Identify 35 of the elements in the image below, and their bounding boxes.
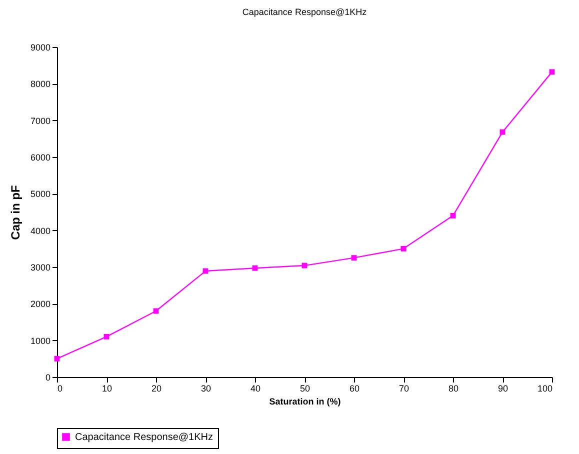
legend-label: Capacitance Response@1KHz	[75, 432, 214, 443]
point	[400, 246, 406, 252]
y-tick-label: 2000	[30, 299, 50, 310]
point	[351, 255, 357, 261]
x-tick-label: 70	[398, 384, 410, 394]
point	[549, 69, 555, 75]
chart-title: Capacitance Response@1KHz	[242, 7, 368, 17]
point	[252, 265, 258, 271]
point	[202, 268, 208, 274]
x-tick-label: 40	[250, 384, 261, 394]
y-tick-label: 1000	[30, 336, 50, 346]
point	[500, 129, 506, 135]
x-tick-label: 50	[300, 384, 310, 394]
x-tick-label: 80	[448, 384, 459, 394]
x-tick-label: 30	[200, 384, 212, 394]
y-tick-label: 4000	[30, 226, 50, 236]
y-axis-title: Cap in pF	[8, 185, 22, 240]
y-tick-label: 0	[45, 372, 50, 382]
x-axis-title: Saturation in (%)	[269, 396, 341, 406]
x-tick-label: 90	[498, 384, 508, 394]
x-tick-label: 100	[537, 384, 552, 394]
y-tick-label: 3000	[30, 262, 50, 272]
point	[54, 356, 60, 362]
y-tick-label: 8000	[30, 79, 50, 90]
y-tick-label: 5000	[30, 189, 50, 200]
y-tick-label: 6000	[30, 152, 50, 162]
y-tick-label: 9000	[30, 42, 50, 52]
point	[450, 212, 456, 218]
point	[104, 334, 110, 340]
x-tick-label: 0	[58, 384, 63, 394]
y-tick-label: 7000	[30, 116, 50, 126]
point	[302, 262, 308, 268]
x-tick-label: 10	[102, 384, 112, 394]
x-tick-label: 60	[349, 384, 360, 394]
x-tick-label: 20	[151, 384, 162, 394]
